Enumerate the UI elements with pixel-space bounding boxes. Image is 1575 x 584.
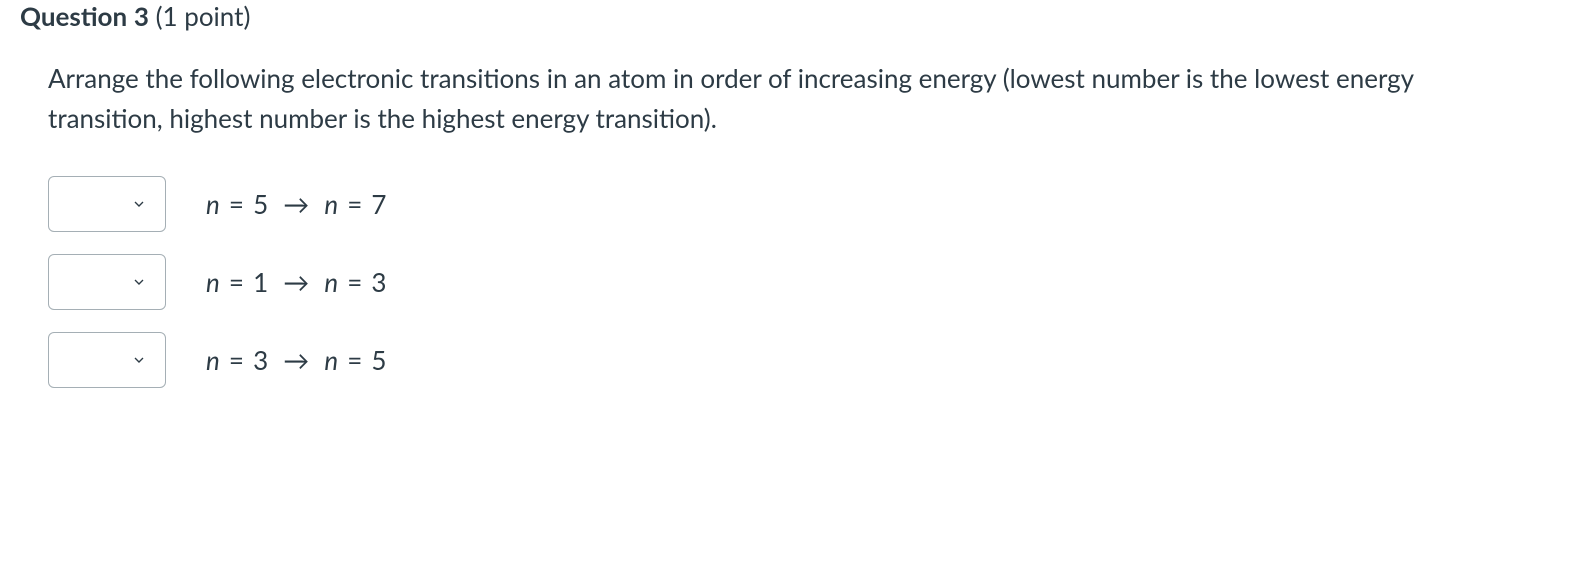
to-value: 7 (371, 188, 387, 220)
question-number: 3 (134, 0, 149, 32)
equals-sign: = (229, 266, 245, 298)
question-wrapper: Question 3 (1 point) Arrange the followi… (0, 0, 1575, 430)
arrow-icon: → (283, 266, 310, 298)
question-label-prefix: Question (20, 0, 127, 32)
from-value: 3 (253, 344, 269, 376)
option-label: n = 5 → n = 7 (206, 188, 387, 220)
option-label: n = 3 → n = 5 (206, 344, 387, 376)
to-value: 5 (371, 344, 387, 376)
question-points: (1 point) (156, 0, 251, 32)
equals-sign: = (347, 188, 363, 220)
option-row: n = 5 → n = 7 (48, 176, 1555, 232)
chevron-down-icon (131, 352, 147, 368)
equals-sign: = (229, 344, 245, 376)
arrow-icon: → (283, 188, 310, 220)
rank-select[interactable] (48, 332, 166, 388)
question-body: Arrange the following electronic transit… (20, 58, 1555, 389)
chevron-down-icon (131, 196, 147, 212)
variable-n: n (324, 344, 338, 376)
from-value: 1 (253, 266, 269, 298)
from-value: 5 (253, 188, 269, 220)
rank-select[interactable] (48, 176, 166, 232)
variable-n: n (324, 266, 338, 298)
question-header: Question 3 (1 point) (20, 0, 1555, 34)
question-prompt: Arrange the following electronic transit… (48, 58, 1528, 139)
chevron-down-icon (131, 274, 147, 290)
equals-sign: = (347, 266, 363, 298)
to-value: 3 (371, 266, 387, 298)
variable-n: n (324, 188, 338, 220)
variable-n: n (206, 266, 220, 298)
option-label: n = 1 → n = 3 (206, 266, 387, 298)
variable-n: n (206, 188, 220, 220)
option-row: n = 1 → n = 3 (48, 254, 1555, 310)
variable-n: n (206, 344, 220, 376)
equals-sign: = (347, 344, 363, 376)
rank-select[interactable] (48, 254, 166, 310)
equals-sign: = (229, 188, 245, 220)
arrow-icon: → (283, 344, 310, 376)
option-row: n = 3 → n = 5 (48, 332, 1555, 388)
